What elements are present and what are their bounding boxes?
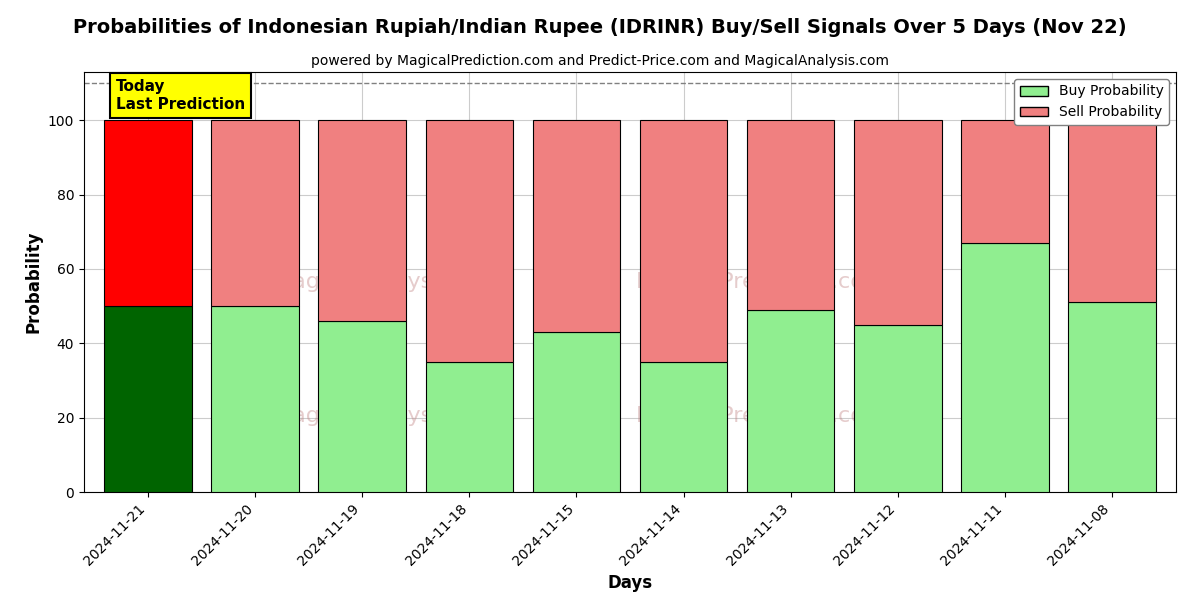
Text: MagicalAnalysis.com: MagicalAnalysis.com xyxy=(274,406,505,427)
Bar xyxy=(961,243,1049,492)
Bar xyxy=(1068,302,1156,492)
Bar xyxy=(318,321,407,492)
Bar xyxy=(533,332,620,492)
Bar xyxy=(426,362,514,492)
Bar xyxy=(533,121,620,332)
Bar xyxy=(104,121,192,306)
X-axis label: Days: Days xyxy=(607,574,653,592)
Text: Probabilities of Indonesian Rupiah/Indian Rupee (IDRINR) Buy/Sell Signals Over 5: Probabilities of Indonesian Rupiah/India… xyxy=(73,18,1127,37)
Bar xyxy=(426,121,514,362)
Text: MagicalAnalysis.com: MagicalAnalysis.com xyxy=(274,272,505,292)
Legend: Buy Probability, Sell Probability: Buy Probability, Sell Probability xyxy=(1014,79,1169,125)
Bar xyxy=(961,121,1049,243)
Y-axis label: Probability: Probability xyxy=(24,231,42,333)
Bar xyxy=(1068,121,1156,302)
Bar xyxy=(640,362,727,492)
Bar xyxy=(640,121,727,362)
Bar xyxy=(746,121,834,310)
Bar xyxy=(318,121,407,321)
Bar xyxy=(104,306,192,492)
Bar xyxy=(853,121,942,325)
Bar xyxy=(211,121,299,306)
Bar xyxy=(211,306,299,492)
Text: Today
Last Prediction: Today Last Prediction xyxy=(116,79,245,112)
Bar xyxy=(853,325,942,492)
Text: MagicalPrediction.com: MagicalPrediction.com xyxy=(636,272,887,292)
Bar xyxy=(746,310,834,492)
Text: MagicalPrediction.com: MagicalPrediction.com xyxy=(636,406,887,427)
Text: powered by MagicalPrediction.com and Predict-Price.com and MagicalAnalysis.com: powered by MagicalPrediction.com and Pre… xyxy=(311,54,889,68)
